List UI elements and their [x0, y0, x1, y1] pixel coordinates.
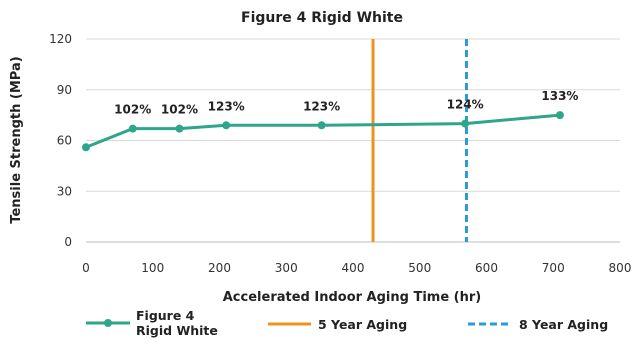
data-point	[82, 143, 90, 151]
x-tick-label: 100	[141, 261, 164, 275]
x-tick-label: 500	[408, 261, 431, 275]
x-tick-label: 0	[82, 261, 90, 275]
data-label: 133%	[541, 89, 578, 103]
x-axis-title: Accelerated Indoor Aging Time (hr)	[223, 290, 481, 305]
x-tick-label: 600	[475, 261, 498, 275]
grid	[86, 39, 620, 242]
data-point	[129, 125, 137, 133]
y-tick-label: 0	[64, 235, 72, 249]
x-tick-label: 400	[342, 261, 365, 275]
y-tick-label: 60	[57, 134, 72, 148]
data-label: 123%	[303, 99, 340, 113]
legend-series-marker	[104, 319, 112, 327]
data-point	[318, 121, 326, 129]
data-point	[461, 120, 469, 128]
legend-series-label: Rigid White	[136, 323, 218, 338]
chart-title: Figure 4 Rigid White	[241, 10, 403, 26]
y-tick-labels: 0 30 60 90 120	[49, 32, 72, 249]
y-tick-label: 30	[57, 184, 72, 198]
data-point	[556, 111, 564, 119]
x-tick-label: 200	[208, 261, 231, 275]
data-labels: 102% 102% 123% 123% 124% 133%	[114, 89, 578, 117]
data-point	[175, 125, 183, 133]
series-line	[86, 115, 560, 147]
data-label: 123%	[208, 99, 245, 113]
data-point	[222, 121, 230, 129]
y-axis-title: Tensile Strength (MPa)	[9, 56, 24, 223]
legend-5-year-label: 5 Year Aging	[318, 317, 407, 332]
data-label: 102%	[161, 103, 198, 117]
x-tick-label: 800	[609, 261, 632, 275]
series-layer	[82, 111, 564, 151]
x-tick-label: 300	[275, 261, 298, 275]
x-tick-labels: 0 100 200 300 400 500 600 700 800	[82, 261, 631, 275]
legend-series-label: Figure 4	[136, 308, 195, 323]
legend-8-year-label: 8 Year Aging	[519, 317, 608, 332]
y-tick-label: 90	[57, 83, 72, 97]
x-tick-label: 700	[542, 261, 565, 275]
y-tick-label: 120	[49, 32, 72, 46]
data-label: 124%	[447, 98, 484, 112]
data-label: 102%	[114, 103, 151, 117]
